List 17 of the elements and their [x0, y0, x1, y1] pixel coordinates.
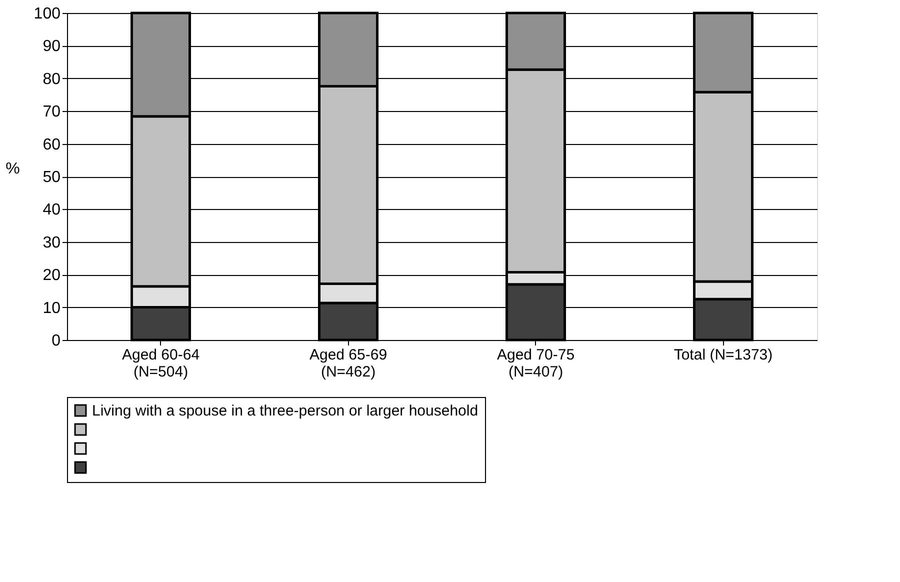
legend-label: Living with a spouse in a three-person or larger household	[92, 402, 478, 420]
y-tick-label: 10	[42, 300, 61, 317]
x-tick-label: Total (N=1373)	[674, 346, 773, 364]
y-axis-title: %	[6, 160, 20, 178]
x-tick-label: Aged 65-69 (N=462)	[309, 346, 388, 380]
y-tick-label: 0	[52, 332, 61, 350]
y-tick-label: 30	[42, 234, 61, 252]
y-tick-label: 80	[42, 70, 61, 88]
y-tick-label: 90	[42, 38, 61, 56]
y-tick-label: 50	[42, 169, 61, 186]
y-tick-label: 100	[34, 6, 61, 22]
y-tick-label: 20	[42, 267, 61, 284]
x-tick-label: Aged 60-64 (N=504)	[122, 346, 200, 380]
x-tick-label: Aged 70-75 (N=407)	[496, 346, 575, 380]
y-tick-label: 60	[42, 136, 61, 154]
y-tick-label: 70	[42, 104, 61, 121]
y-tick-label: 40	[42, 202, 61, 219]
